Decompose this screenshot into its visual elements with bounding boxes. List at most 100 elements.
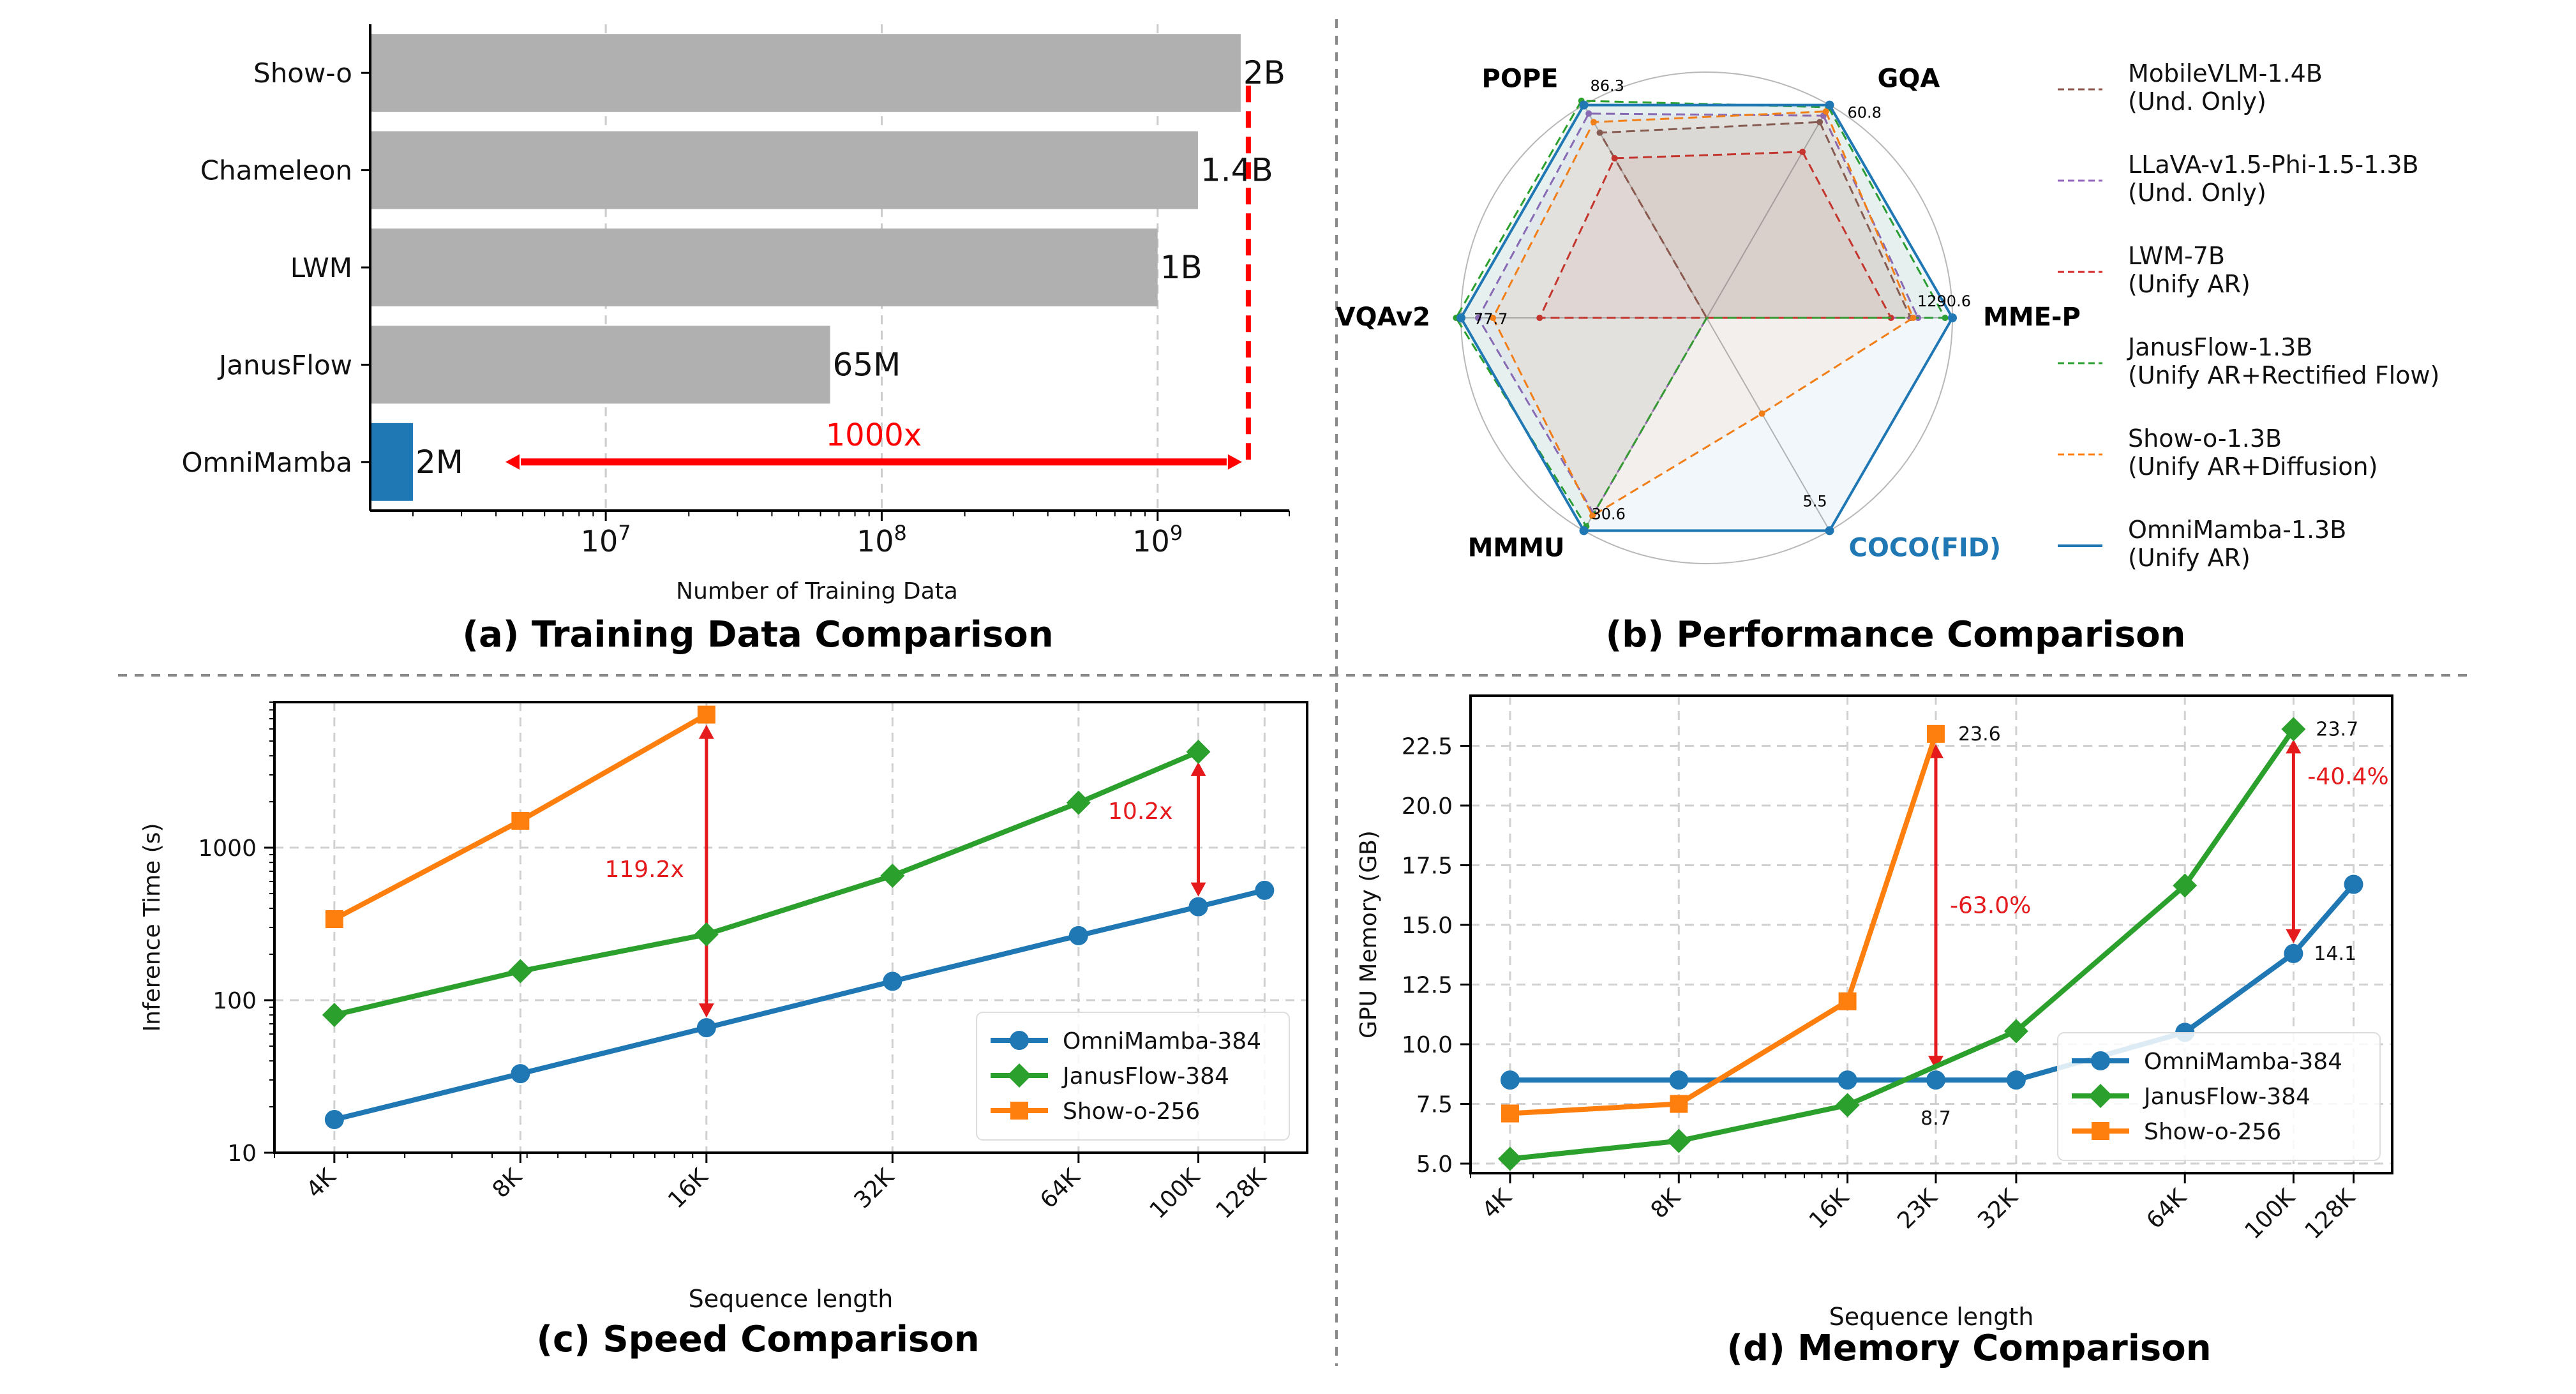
x-tick-label-23k: 23K: [1892, 1183, 1943, 1234]
radar-point-show-o-1-3b: [1589, 513, 1596, 520]
series-point-omnimamba-384: [1068, 926, 1088, 945]
y-tick-label-10: 10: [227, 1141, 257, 1167]
plot-frame: [1469, 694, 2393, 1174]
performance-radar-chart: GQA 60.8 MME-P 1290.6 COCO(FID) 5.5 MMMU 30.6 VQ…: [1337, 59, 2439, 572]
legend-box: [2057, 1032, 2381, 1161]
legend-label-janusflow-384: JanusFlow-384: [1061, 1063, 1229, 1090]
x-tick-label-32k: 32K: [850, 1163, 900, 1213]
annotation-label-40-4: -40.4%: [2307, 763, 2388, 790]
radar-axis-max-mme-p: 1290.6: [1917, 292, 1971, 310]
radar-point-lwm-7b: [1611, 154, 1618, 161]
radar-point-show-o-1-3b: [1490, 315, 1497, 321]
radar-point-mobilevlm-1-4b: [1816, 119, 1823, 126]
x-tick-label-100k: 100K: [1145, 1163, 1206, 1224]
point-label-23-6: 23.6: [1958, 723, 2001, 746]
radar-point-show-o-1-3b: [1822, 108, 1829, 115]
radar-series-omnimamba-1-3b: [1459, 103, 1954, 532]
radar-point-llava-v1-5-phi-1-5-1-3b: [1474, 315, 1481, 321]
category-label-chameleon: Chameleon: [200, 155, 352, 186]
category-label-janusflow: JanusFlow: [217, 349, 352, 380]
y-tick-label-10-0: 10.0: [1402, 1032, 1453, 1058]
radar-axis-label-pope: POPE: [1482, 64, 1559, 94]
annotation-arrowhead-down-119-2x: [698, 1003, 714, 1018]
y-axis-label: GPU Memory (GB): [1356, 830, 1382, 1038]
radar-point-omnimamba-1-3b: [1948, 313, 1957, 322]
y-tick-label-7-5: 7.5: [1416, 1092, 1453, 1118]
series-point-janusflow-384: [322, 1003, 347, 1028]
radar-axis-label-mme-p: MME-P: [1983, 303, 2081, 332]
radar-point-omnimamba-1-3b: [1825, 526, 1834, 536]
x-axis-label: Sequence length: [1829, 1303, 2034, 1331]
point-label-14-1: 14.1: [2314, 943, 2356, 965]
x-tick-label-128k: 128K: [2300, 1183, 2361, 1244]
legend-label-omnimamba-384: OmniMamba-384: [1063, 1028, 1261, 1054]
legend-label-show-o-256: Show-o-256: [2144, 1119, 2281, 1145]
x-tick-label-8k: 8K: [488, 1163, 528, 1203]
legend-note-omnimamba-1-3b: (Unify AR): [2128, 544, 2250, 572]
series-point-janusflow-384: [880, 863, 905, 888]
series-point-omnimamba-384: [511, 1064, 530, 1084]
legend-name-mobilevlm-1-4b: MobileVLM-1.4B: [2128, 59, 2323, 87]
radar-axis-max-pope: 86.3: [1591, 77, 1624, 95]
series-point-janusflow-384: [508, 959, 533, 984]
value-label-omnimamba: 2M: [416, 444, 463, 481]
y-tick-label-15-0: 15.0: [1402, 913, 1453, 939]
annotation-label-63-0: -63.0%: [1950, 892, 2031, 918]
annotation-arrowhead-down-40-4: [2286, 929, 2302, 943]
series-point-omnimamba-384: [2006, 1070, 2026, 1090]
radar-axis-label-gqa: GQA: [1878, 64, 1940, 94]
annotation-arrowhead-up-10-2x: [1190, 761, 1206, 776]
x-tick-label-16k: 16K: [1804, 1183, 1855, 1234]
series-point-janusflow-384: [1186, 739, 1211, 764]
series-point-omnimamba-384: [1500, 1070, 1520, 1090]
legend-marker-omnimamba-384: [1010, 1031, 1029, 1050]
legend-note-mobilevlm-1-4b: (Und. Only): [2128, 87, 2266, 116]
series-point-janusflow-384: [1666, 1128, 1691, 1153]
point-label-8-7: 8.7: [1921, 1107, 1951, 1130]
radar-series-mobilevlm-1-4b: [1598, 121, 1912, 319]
y-tick-label-12-5: 12.5: [1402, 973, 1453, 999]
x-axis-label: Sequence length: [689, 1285, 894, 1313]
series-point-omnimamba-384: [1188, 897, 1208, 917]
x-tick-label-64k: 64K: [1035, 1163, 1086, 1213]
speed-chart: 4K 8K 16K 32K 64K 100K 128K 10 100 1000 Sequence l…: [139, 701, 1308, 1313]
series-point-omnimamba-384: [2344, 874, 2363, 894]
annotation-arrowhead-up-63-0: [1928, 744, 1943, 758]
series-line-show-o-256: [1509, 733, 1938, 1116]
series-point-omnimamba-384: [1255, 880, 1275, 900]
radar-axis-max-gqa: 60.8: [1848, 104, 1882, 122]
legend-name-llava-v1-5-phi-1-5-1-3b: LLaVA-v1.5-Phi-1.5-1.3B: [2128, 151, 2419, 179]
legend-name-omnimamba-1-3b: OmniMamba-1.3B: [2128, 516, 2346, 544]
legend-name-lwm-7b: LWM-7B: [2128, 242, 2225, 270]
annotation-arrowhead-right: [1227, 454, 1242, 470]
y-tick-label-100: 100: [213, 988, 257, 1014]
y-tick-label-1000: 1000: [198, 836, 257, 862]
radar-point-lwm-7b: [1799, 148, 1806, 155]
series-line-omnimamba-384: [1509, 882, 2356, 1083]
radar-point-omnimamba-1-3b: [1579, 526, 1589, 536]
x-tick-label-0: 107: [581, 521, 631, 558]
caption-memory: (d) Memory Comparison: [1726, 1328, 2212, 1369]
legend-label-janusflow-384: JanusFlow-384: [2143, 1084, 2310, 1110]
series-point-omnimamba-384: [883, 971, 902, 991]
series-point-show-o-256: [511, 811, 530, 830]
x-tick-label-128k: 128K: [1211, 1163, 1271, 1224]
bar-janusflow: [370, 326, 830, 404]
series-point-janusflow-384: [2281, 717, 2306, 742]
legend-marker-janusflow-384: [1007, 1063, 1031, 1088]
radar-point-janusflow-1-3b: [1942, 315, 1949, 321]
legend-marker-show-o-256: [1010, 1102, 1028, 1120]
radar-axis-label-vqav2: VQAv2: [1337, 303, 1430, 332]
legend-marker-janusflow-384: [2088, 1084, 2113, 1108]
legend-label-show-o-256: Show-o-256: [1063, 1098, 1200, 1125]
legend-box: [976, 1012, 1290, 1141]
radar-spoke-coco-fid: [1706, 317, 1831, 531]
y-tick-label-17-5: 17.5: [1402, 853, 1453, 880]
radar-point-mobilevlm-1-4b: [1596, 129, 1603, 136]
radar-axis-max-coco-fid: 5.5: [1803, 492, 1827, 510]
series-point-janusflow-384: [1066, 790, 1091, 815]
radar-point-show-o-1-3b: [1910, 315, 1917, 321]
radar-point-omnimamba-1-3b: [1579, 100, 1589, 110]
y-axis-label: Inference Time (s): [139, 823, 165, 1031]
